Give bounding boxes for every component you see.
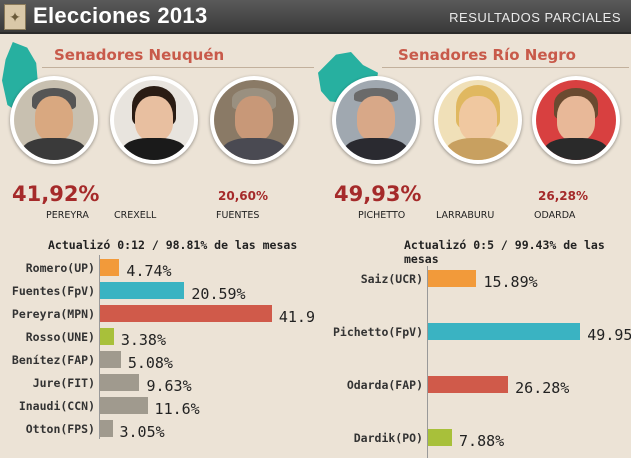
neuquen-divider: [42, 67, 314, 68]
candidate-photo-odarda[interactable]: [532, 76, 620, 164]
rionegro-bar-value: 26.28%: [515, 379, 570, 397]
rionegro-bar[interactable]: [428, 323, 581, 340]
rionegro-title: Senadores Río Negro: [398, 46, 576, 64]
rionegro-bar-value: 7.88%: [459, 432, 505, 450]
neuquen-bar[interactable]: [100, 328, 114, 345]
rionegro-chart-axis: [427, 266, 428, 458]
rionegro-bar-value: 15.89%: [483, 273, 538, 291]
neuquen-bar[interactable]: [100, 305, 272, 322]
fuentes-name: FUENTES: [216, 210, 260, 221]
rionegro-bar[interactable]: [428, 270, 477, 287]
rionegro-divider: [382, 67, 629, 68]
header-bar: ✦ Elecciones 2013 RESULTADOS PARCIALES: [0, 0, 631, 34]
rionegro-bar[interactable]: [428, 376, 509, 393]
rionegro-bar-value: 49.95: [587, 326, 631, 344]
neuquen-bar-label: Pereyra(MPN): [11, 307, 95, 321]
pichetto-percentage: 49,93%: [334, 182, 422, 206]
neuquen-bar[interactable]: [100, 351, 121, 368]
page-subtitle: RESULTADOS PARCIALES: [449, 10, 621, 25]
neuquen-bar-value: 41.9: [278, 308, 315, 326]
neuquen-title: Senadores Neuquén: [54, 46, 225, 64]
neuquen-bar-label: Jure(FIT): [32, 376, 95, 390]
neuquen-bar-value: 9.63%: [146, 377, 192, 395]
neuquen-bar-value: 3.38%: [120, 331, 166, 349]
page-title: Elecciones 2013: [33, 3, 208, 28]
neuquen-bar[interactable]: [100, 282, 185, 299]
odarda-percentage: 26,28%: [538, 189, 588, 203]
coat-of-arms-icon: ✦: [4, 4, 26, 30]
neuquen-bar-value: 11.6%: [154, 400, 200, 418]
rionegro-bar-label: Saiz(UCR): [360, 272, 423, 286]
candidate-photo-pereyra[interactable]: [10, 76, 98, 164]
neuquen-panel: Senadores Neuquén 41,92% 20,60% PEREYRA …: [0, 34, 318, 458]
fuentes-percentage: 20,60%: [218, 189, 268, 203]
neuquen-bar-label: Romero(UP): [25, 261, 95, 275]
neuquen-bar[interactable]: [100, 259, 120, 276]
rionegro-panel: Senadores Río Negro 49,93% 26,28% PICHET…: [318, 34, 631, 458]
candidate-photo-larraburu[interactable]: [434, 76, 522, 164]
larraburu-name: LARRABURU: [436, 210, 495, 221]
pichetto-name: PICHETTO: [358, 210, 406, 221]
neuquen-bar-value: 20.59%: [191, 285, 246, 303]
neuquen-bar-label: Otton(FPS): [25, 422, 95, 436]
neuquen-chart-axis: [99, 255, 100, 439]
candidate-photo-pichetto[interactable]: [332, 76, 420, 164]
neuquen-bar[interactable]: [100, 374, 140, 391]
candidate-photo-crexell[interactable]: [110, 76, 198, 164]
neuquen-bar-value: 3.05%: [119, 423, 165, 441]
neuquen-bar[interactable]: [100, 397, 148, 414]
rionegro-bar-label: Odarda(FAP): [346, 378, 423, 392]
neuquen-bar[interactable]: [100, 420, 113, 437]
rionegro-bar-label: Pichetto(FpV): [332, 325, 423, 339]
neuquen-bar-label: Fuentes(FpV): [11, 284, 95, 298]
neuquen-update-status: Actualizó 0:12 / 98.81% de las mesas: [48, 238, 298, 252]
odarda-name: ODARDA: [534, 210, 576, 221]
candidate-photo-fuentes[interactable]: [210, 76, 298, 164]
neuquen-bar-label: Rosso(UNE): [25, 330, 95, 344]
neuquen-bar-value: 5.08%: [127, 354, 173, 372]
rionegro-update-status: Actualizó 0:5 / 99.43% de las mesas: [404, 238, 605, 266]
rionegro-bar[interactable]: [428, 429, 453, 446]
rionegro-bar-label: Dardik(PO): [353, 431, 423, 445]
pereyra-percentage: 41,92%: [12, 182, 100, 206]
neuquen-bar-label: Benítez(FAP): [11, 353, 95, 367]
neuquen-bar-value: 4.74%: [126, 262, 172, 280]
crexell-name: CREXELL: [114, 210, 157, 221]
neuquen-bar-label: Inaudi(CCN): [18, 399, 95, 413]
pereyra-name: PEREYRA: [46, 210, 89, 221]
